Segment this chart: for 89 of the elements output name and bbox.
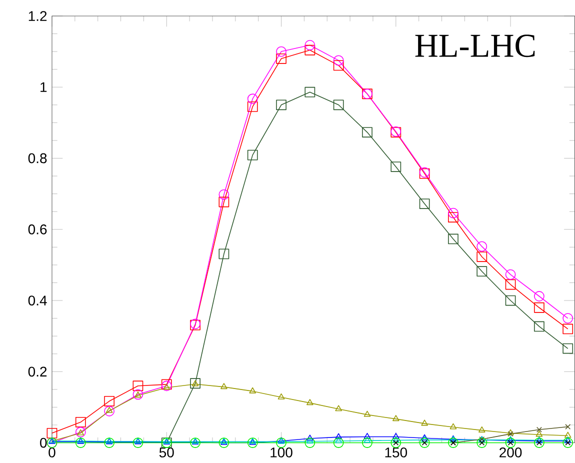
- point: [190, 438, 200, 448]
- point: [562, 313, 574, 324]
- point: [362, 438, 372, 448]
- y-tick-label: 1.2: [28, 11, 47, 21]
- point: [448, 234, 458, 244]
- point: [276, 438, 286, 448]
- point: [306, 434, 314, 441]
- point: [562, 438, 574, 448]
- point: [448, 212, 458, 223]
- point: [333, 438, 344, 448]
- point: [333, 55, 344, 66]
- point: [247, 102, 258, 112]
- point: [132, 389, 144, 400]
- point: [304, 40, 316, 50]
- point: [392, 432, 400, 439]
- point: [534, 321, 544, 332]
- point: [104, 396, 114, 406]
- point: [505, 438, 516, 448]
- point: [364, 436, 371, 443]
- x-tick-label: 150: [385, 448, 408, 458]
- point: [276, 100, 286, 110]
- point: [450, 423, 457, 430]
- point: [421, 420, 428, 426]
- point: [364, 410, 371, 417]
- point: [562, 343, 574, 354]
- y-tick-label: 1: [40, 82, 47, 92]
- y-tick-label: 0.2: [28, 366, 47, 377]
- point: [390, 162, 402, 172]
- point: [476, 241, 488, 252]
- point: [247, 150, 258, 160]
- point: [565, 424, 571, 430]
- point: [190, 378, 200, 389]
- point: [478, 426, 486, 433]
- point: [304, 438, 316, 448]
- point: [249, 387, 256, 394]
- y-tick-label: 0.8: [28, 153, 47, 164]
- point: [335, 405, 342, 412]
- point: [562, 324, 574, 334]
- point: [476, 438, 488, 448]
- point: [104, 438, 114, 448]
- point: [304, 45, 316, 56]
- point: [278, 393, 285, 400]
- point: [132, 380, 144, 392]
- point: [276, 54, 286, 64]
- y-tick-label: 0.4: [28, 296, 47, 306]
- point: [364, 432, 371, 439]
- point: [448, 438, 458, 448]
- point: [304, 87, 316, 98]
- point: [390, 438, 402, 448]
- point: [536, 426, 542, 432]
- point: [362, 127, 372, 138]
- point: [247, 94, 258, 104]
- point: [536, 430, 543, 437]
- point: [534, 302, 544, 313]
- annotation: HL-LHC: [415, 34, 535, 58]
- point: [220, 383, 228, 390]
- x-tick-label: 0: [48, 448, 56, 458]
- point: [75, 438, 86, 448]
- point: [192, 380, 199, 386]
- point: [218, 196, 230, 208]
- point: [476, 252, 488, 262]
- point: [564, 432, 572, 438]
- point: [505, 295, 516, 306]
- point: [419, 198, 430, 210]
- point: [448, 208, 458, 218]
- x-tick-label: 100: [270, 448, 292, 458]
- point: [247, 438, 258, 448]
- point: [46, 428, 58, 438]
- point: [534, 291, 544, 302]
- point: [104, 406, 114, 416]
- point: [333, 100, 344, 110]
- point: [75, 417, 86, 428]
- point: [218, 248, 230, 260]
- point: [419, 438, 430, 448]
- point: [534, 438, 544, 448]
- point: [132, 438, 144, 448]
- point: [218, 438, 230, 448]
- y-tick-label: 0.6: [28, 224, 47, 234]
- point: [276, 46, 286, 57]
- point: [335, 433, 342, 440]
- x-tick-label: 200: [500, 448, 522, 458]
- y-tick-label: 0: [40, 438, 47, 448]
- point: [505, 279, 516, 290]
- point: [392, 415, 400, 422]
- point: [476, 266, 488, 277]
- point: [333, 60, 344, 71]
- point: [218, 189, 230, 200]
- point: [306, 399, 314, 406]
- point: [505, 269, 516, 280]
